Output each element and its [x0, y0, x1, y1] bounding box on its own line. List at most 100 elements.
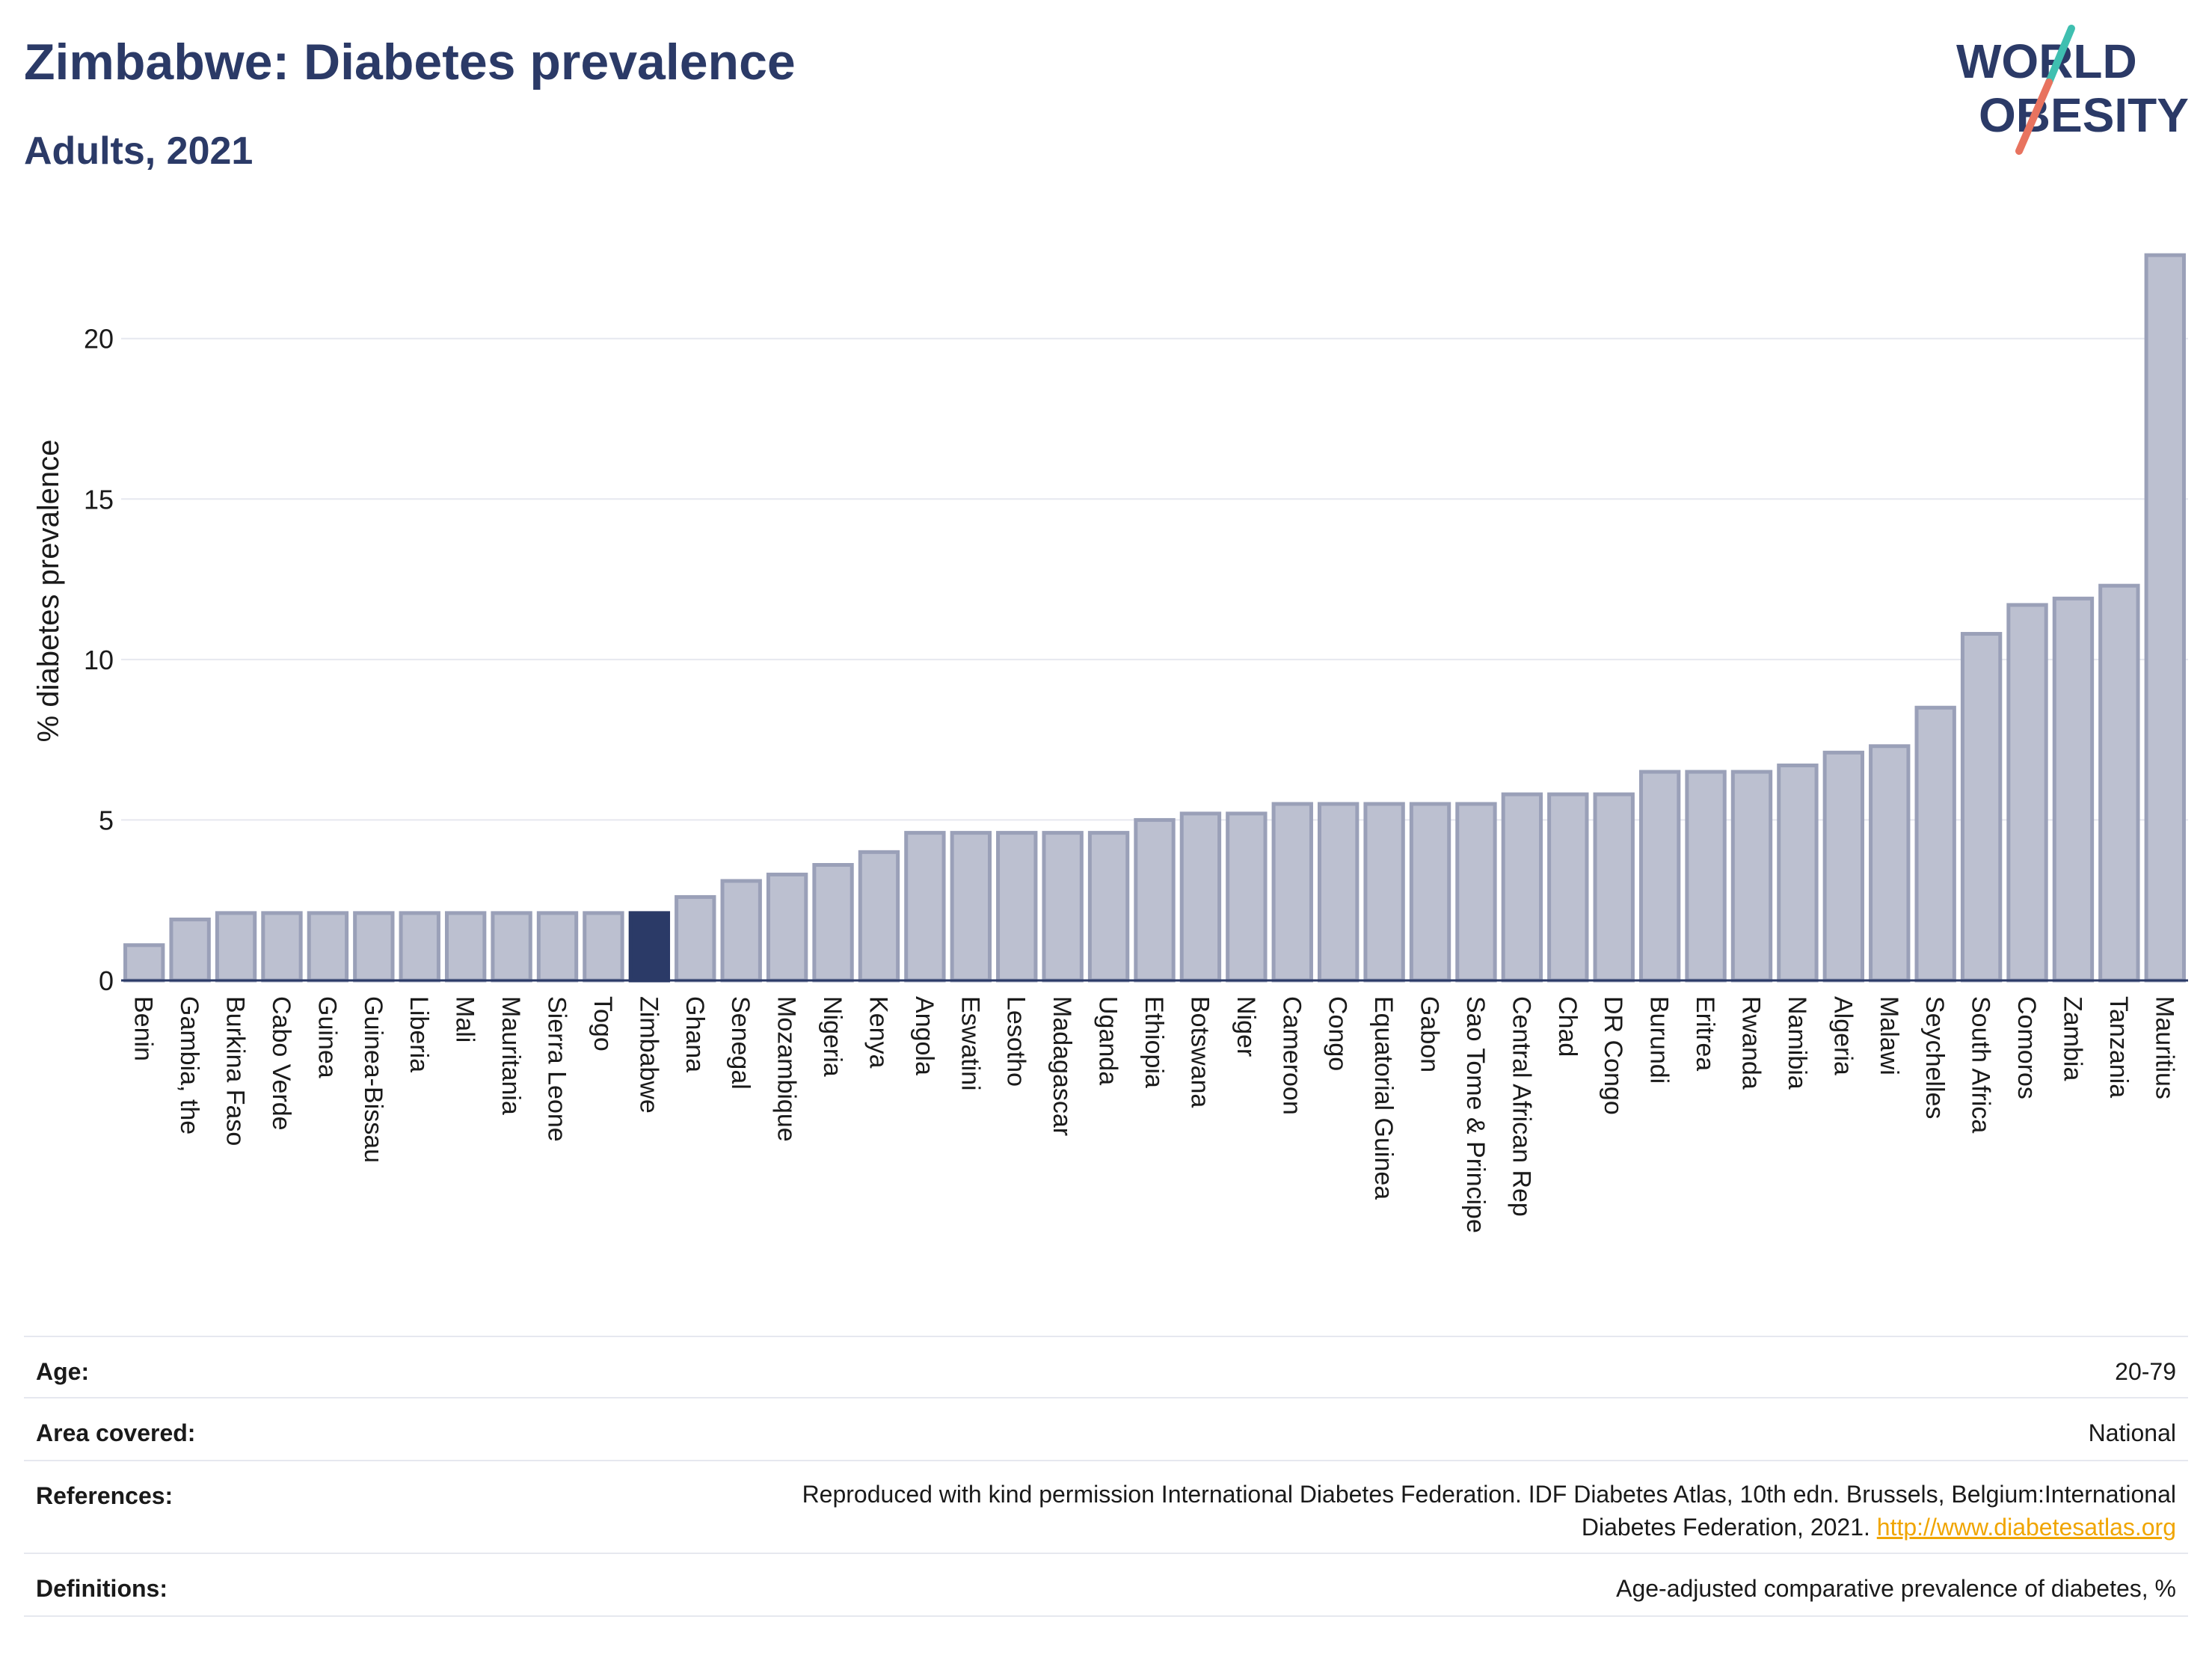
x-tick-label: South Africa	[1967, 996, 1995, 1133]
bar	[1179, 811, 1222, 983]
bar	[675, 894, 716, 983]
bar	[215, 911, 257, 983]
x-tick-label: Zambia	[2058, 996, 2086, 1081]
references-line2-text: Diabetes Federation, 2021.	[1581, 1514, 1877, 1541]
x-tick-label: Benin	[129, 996, 158, 1061]
bar	[766, 872, 808, 983]
x-tick-label: Angola	[910, 996, 938, 1075]
bar-chart: 0 5 10 15 20 Benin Gambia, the Burkina Faso Cab…	[32, 253, 2188, 1233]
bar	[1685, 770, 1727, 983]
y-tick-labels: 0 5 10 15 20	[84, 324, 114, 996]
bar	[1226, 811, 1268, 983]
bar	[1455, 802, 1497, 983]
x-tick-label: Ethiopia	[1140, 996, 1168, 1088]
bar	[858, 850, 900, 983]
x-tick-label: Chad	[1553, 996, 1582, 1057]
x-tick-label: Burundi	[1645, 996, 1674, 1084]
bar	[1638, 770, 1681, 983]
info-key-area: Area covered:	[36, 1419, 196, 1446]
x-tick-label: Botswana	[1185, 996, 1214, 1108]
x-tick-label: Mali	[451, 996, 479, 1043]
x-tick-label: Algeria	[1828, 996, 1857, 1075]
bar	[2052, 596, 2095, 983]
logo-text-obesity: OBESITY	[1979, 88, 2189, 142]
references-line1: Reproduced with kind permission Internat…	[802, 1481, 2176, 1508]
bar	[123, 943, 165, 983]
bar	[1409, 802, 1451, 983]
bar	[950, 831, 992, 983]
bar	[1960, 632, 2003, 983]
bar	[2006, 603, 2048, 983]
x-tick-label: Seychelles	[1920, 996, 1949, 1119]
bar	[1501, 792, 1543, 983]
bar	[1777, 763, 1819, 983]
references-line2: Diabetes Federation, 2021. http://www.di…	[802, 1511, 2176, 1544]
x-tick-label: Mauritania	[497, 996, 525, 1115]
info-value-references: Reproduced with kind permission Internat…	[802, 1478, 2176, 1544]
x-tick-label: Equatorial Guinea	[1369, 996, 1398, 1200]
references-link[interactable]: http://www.diabetesatlas.org	[1876, 1514, 2176, 1541]
x-tick-label: Congo	[1324, 996, 1352, 1071]
bar	[720, 879, 762, 983]
x-tick-label: Gabon	[1416, 996, 1444, 1072]
chart-title: Zimbabwe: Diabetes prevalence	[24, 34, 796, 90]
bar	[536, 911, 579, 983]
bar	[996, 831, 1038, 983]
x-tick-label: Tanzania	[2104, 996, 2133, 1098]
bar	[1363, 802, 1405, 983]
bar	[1318, 802, 1360, 983]
bar	[904, 831, 946, 983]
bar	[353, 911, 395, 983]
info-value-definitions: Age-adjusted comparative prevalence of d…	[1616, 1575, 2176, 1602]
bar	[444, 911, 487, 983]
bar	[628, 911, 671, 983]
info-table-bottom-border	[24, 1615, 2188, 1617]
x-tick-label: Sao Tome & Principe	[1461, 996, 1490, 1233]
x-tick-label: Eswatini	[956, 996, 984, 1091]
bar	[583, 911, 624, 983]
bar	[1134, 817, 1176, 983]
y-axis-label: % diabetes prevalence	[32, 440, 65, 743]
x-tick-label: Eritrea	[1691, 996, 1719, 1071]
x-tick-label: Burkina Faso	[221, 996, 250, 1146]
x-tick-label: Mauritius	[2150, 996, 2178, 1099]
x-tick-label: Liberia	[405, 996, 433, 1072]
y-tick-label: 20	[84, 324, 114, 354]
bars	[123, 253, 2186, 983]
x-tick-label: Cabo Verde	[267, 996, 295, 1131]
bar	[491, 911, 532, 983]
bar	[812, 863, 854, 983]
info-key-age: Age:	[36, 1358, 90, 1385]
bar	[1593, 792, 1635, 983]
world-obesity-logo: WORLD OBESITY	[1956, 25, 2189, 155]
x-tick-label: Mozambique	[772, 996, 801, 1142]
bar	[1087, 831, 1130, 983]
bar	[1042, 831, 1084, 983]
x-tick-label: Comoros	[2012, 996, 2041, 1099]
bar	[1271, 802, 1313, 983]
logo-slash-teal	[2045, 25, 2075, 86]
x-tick-label: DR Congo	[1599, 996, 1627, 1115]
x-tick-label: Ghana	[681, 996, 709, 1072]
info-value-age: 20-79	[2115, 1358, 2176, 1385]
x-tick-label: Niger	[1232, 996, 1260, 1057]
info-key-definitions: Definitions:	[36, 1575, 168, 1602]
bar	[1869, 744, 1911, 983]
bar	[1547, 792, 1589, 983]
y-tick-label: 15	[84, 484, 114, 515]
x-tick-label: Sierra Leone	[543, 996, 571, 1142]
x-tick-label: Lesotho	[1002, 996, 1030, 1087]
x-tick-label: Zimbabwe	[634, 996, 663, 1114]
x-tick-label: Kenya	[864, 996, 892, 1068]
info-row-definitions: Definitions: Age-adjusted comparative pr…	[24, 1553, 2188, 1617]
x-tick-label: Gambia, the	[175, 996, 203, 1134]
y-tick-label: 0	[99, 965, 114, 996]
chart-subtitle: Adults, 2021	[24, 129, 254, 173]
y-tick-label: 5	[99, 805, 114, 835]
x-tick-label: Namibia	[1783, 996, 1811, 1090]
x-tick-label: Central African Rep	[1507, 996, 1535, 1217]
x-tick-labels: Benin Gambia, the Burkina Faso Cabo Verde Gu…	[129, 996, 2179, 1233]
info-row-references: References: Reproduced with kind permiss…	[24, 1460, 2188, 1554]
x-tick-label: Cameroon	[1277, 996, 1306, 1115]
y-tick-label: 10	[84, 645, 114, 675]
